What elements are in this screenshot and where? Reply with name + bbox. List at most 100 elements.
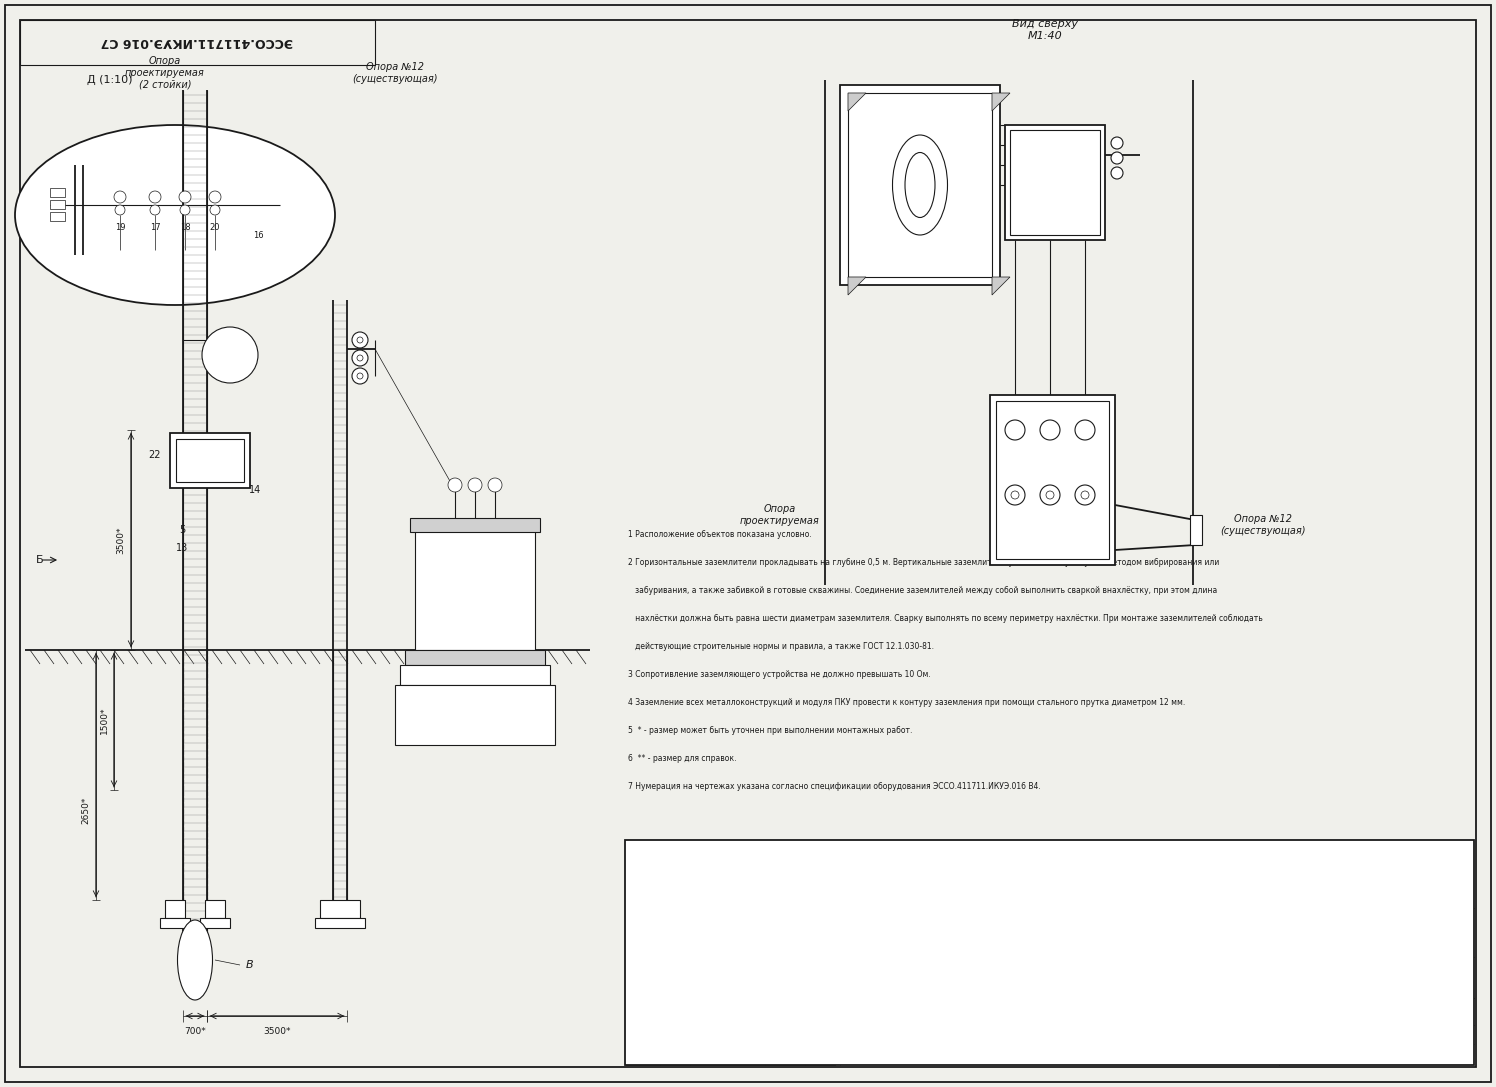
Ellipse shape bbox=[15, 125, 335, 305]
Ellipse shape bbox=[893, 135, 947, 235]
Bar bbox=[414, 530, 536, 650]
Text: Опора №12
(существующая): Опора №12 (существующая) bbox=[1221, 514, 1306, 536]
Circle shape bbox=[202, 327, 257, 383]
Text: Пров.: Пров. bbox=[631, 996, 654, 1005]
Bar bbox=[399, 665, 551, 685]
Circle shape bbox=[1076, 420, 1095, 440]
Text: 5: 5 bbox=[180, 525, 186, 535]
Circle shape bbox=[1112, 167, 1123, 179]
Text: 2650*: 2650* bbox=[81, 797, 90, 824]
Text: забуривания, а также забивкой в готовые скважины. Соединение заземлителей между : забуривания, а также забивкой в готовые … bbox=[628, 586, 1218, 595]
Text: Подпись: Подпись bbox=[769, 962, 800, 969]
Circle shape bbox=[115, 205, 126, 215]
Circle shape bbox=[1040, 485, 1061, 505]
Text: ООО «XXXX»: ООО «XXXX» bbox=[1336, 1033, 1417, 1044]
Circle shape bbox=[150, 191, 162, 203]
Text: 3500*: 3500* bbox=[263, 1027, 290, 1037]
Bar bbox=[19, 20, 375, 65]
Circle shape bbox=[358, 373, 364, 379]
Bar bbox=[49, 200, 64, 209]
Circle shape bbox=[1076, 485, 1095, 505]
Circle shape bbox=[1005, 420, 1025, 440]
Circle shape bbox=[488, 478, 503, 492]
Text: 14: 14 bbox=[248, 485, 262, 495]
Circle shape bbox=[114, 191, 126, 203]
Text: Д (1:10): Д (1:10) bbox=[87, 75, 133, 85]
Circle shape bbox=[1040, 420, 1061, 440]
Text: нахлёстки должна быть равна шести диаметрам заземлителя. Сварку выполнять по все: нахлёстки должна быть равна шести диамет… bbox=[628, 614, 1263, 623]
Bar bbox=[1010, 130, 1100, 235]
Bar bbox=[165, 900, 186, 919]
Circle shape bbox=[209, 205, 220, 215]
Text: АО «Оборонэнерго»: АО «Оборонэнерго» bbox=[1007, 924, 1167, 940]
Circle shape bbox=[1005, 485, 1025, 505]
Text: 18: 18 bbox=[180, 223, 190, 232]
Bar bbox=[848, 93, 992, 277]
Text: 17: 17 bbox=[150, 223, 160, 232]
Bar bbox=[1005, 125, 1106, 240]
Circle shape bbox=[180, 205, 190, 215]
Text: Д: Д bbox=[226, 350, 235, 360]
Text: 2 Горизонтальные заземлители прокладывать на глубине 0,5 м. Вертикальные заземли: 2 Горизонтальные заземлители прокладыват… bbox=[628, 558, 1219, 567]
Bar bbox=[625, 840, 1474, 1065]
Circle shape bbox=[1011, 491, 1019, 499]
Text: 1 Расположение объектов показана условно.: 1 Расположение объектов показана условно… bbox=[628, 530, 812, 539]
Circle shape bbox=[209, 191, 221, 203]
Bar bbox=[49, 212, 64, 221]
Text: ЭССО.411711.ИКУЭ.016 С7: ЭССО.411711.ИКУЭ.016 С7 bbox=[959, 865, 1215, 883]
Ellipse shape bbox=[178, 920, 212, 1000]
Bar bbox=[177, 439, 244, 482]
Circle shape bbox=[352, 332, 368, 348]
Bar bbox=[320, 900, 361, 919]
Text: ИКУЭ АО «Оборонэнерго» по объекту
XXXXXXXX
Технорабочий проект: ИКУЭ АО «Оборонэнерго» по объекту XXXXXX… bbox=[981, 962, 1132, 992]
Bar bbox=[405, 650, 545, 665]
Bar bbox=[205, 900, 224, 919]
Text: Н. контр: Н. контр bbox=[625, 1033, 660, 1041]
Text: XXX 10/0,4 кВ.
План расположения оборудования: XXX 10/0,4 кВ. План расположения оборудо… bbox=[974, 1011, 1140, 1030]
Text: Изм: Изм bbox=[634, 962, 649, 969]
Circle shape bbox=[1046, 491, 1055, 499]
Circle shape bbox=[468, 478, 482, 492]
Bar bbox=[1189, 515, 1201, 545]
Circle shape bbox=[358, 355, 364, 361]
Text: 20: 20 bbox=[209, 223, 220, 232]
Text: Дата: Дата bbox=[812, 962, 832, 969]
Bar bbox=[990, 395, 1115, 565]
Bar bbox=[49, 188, 64, 197]
Text: Листов  3: Листов 3 bbox=[1387, 1050, 1426, 1059]
Polygon shape bbox=[848, 277, 866, 295]
Polygon shape bbox=[848, 93, 866, 111]
Text: 3500*: 3500* bbox=[117, 526, 126, 553]
Polygon shape bbox=[992, 93, 1010, 111]
Text: Т.контр: Т.контр bbox=[627, 1014, 657, 1024]
Polygon shape bbox=[992, 277, 1010, 295]
Text: ЭССО.411711.ИКУЭ.016 С7: ЭССО.411711.ИКУЭ.016 С7 bbox=[100, 36, 293, 49]
Text: 19: 19 bbox=[115, 223, 126, 232]
Text: Утв: Утв bbox=[636, 1051, 649, 1060]
Text: Р: Р bbox=[1309, 1033, 1313, 1041]
Text: 700*: 700* bbox=[184, 1027, 206, 1037]
Text: 13: 13 bbox=[177, 544, 188, 553]
Text: Опора
проектируемая
(2 стойки): Опора проектируемая (2 стойки) bbox=[126, 57, 205, 89]
Bar bbox=[160, 919, 190, 928]
Text: 5  * - размер может быть уточнен при выполнении монтажных работ.: 5 * - размер может быть уточнен при выпо… bbox=[628, 726, 913, 735]
Text: 16: 16 bbox=[253, 230, 263, 239]
Text: Разраб: Разраб bbox=[628, 977, 655, 987]
Circle shape bbox=[150, 205, 160, 215]
Text: 1:75: 1:75 bbox=[1432, 1033, 1451, 1041]
Bar bbox=[171, 433, 250, 488]
Text: Лист  1: Лист 1 bbox=[1331, 1030, 1360, 1039]
Text: Масштаб: Масштаб bbox=[1423, 1002, 1459, 1011]
Ellipse shape bbox=[905, 152, 935, 217]
Text: Вид сверху
М1:40: Вид сверху М1:40 bbox=[1011, 20, 1079, 41]
Circle shape bbox=[447, 478, 462, 492]
Circle shape bbox=[180, 191, 191, 203]
Bar bbox=[410, 518, 540, 532]
Bar bbox=[316, 919, 365, 928]
Bar bbox=[200, 919, 230, 928]
Circle shape bbox=[358, 337, 364, 343]
Text: N° документа: N° документа bbox=[702, 962, 752, 969]
Bar bbox=[395, 685, 555, 745]
Text: 6  ** - размер для справок.: 6 ** - размер для справок. bbox=[628, 754, 736, 763]
Text: Опора №12
(существующая): Опора №12 (существующая) bbox=[352, 62, 438, 84]
